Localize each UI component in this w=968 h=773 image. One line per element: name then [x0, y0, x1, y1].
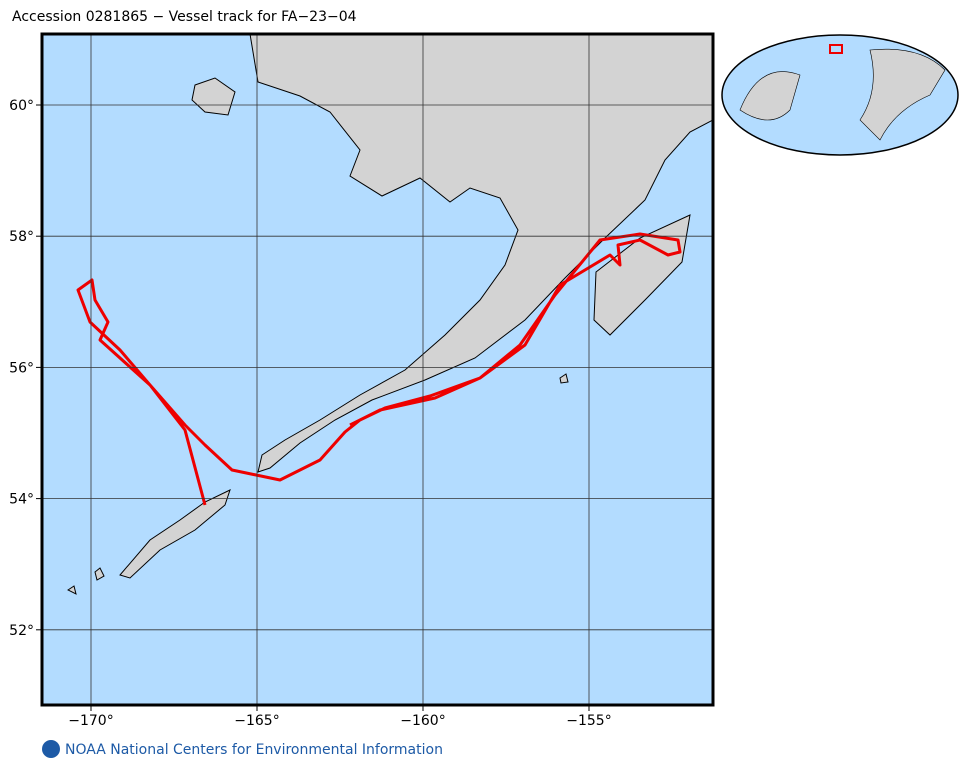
- inset-globe: [721, 34, 959, 156]
- map-frame: [40, 32, 715, 707]
- noaa-logo: [42, 740, 60, 758]
- footer: NOAA National Centers for Environmental …: [65, 742, 443, 758]
- title: Accession 0281865 − Vessel track for FA−…: [12, 9, 357, 25]
- vessel-track: [76, 232, 682, 506]
- x-tick-label: −170°: [68, 713, 113, 729]
- y-tick-label: 58°: [9, 229, 34, 245]
- y-tick-label: 60°: [9, 98, 34, 114]
- y-tick-label: 52°: [9, 623, 34, 639]
- globe-land: [739, 48, 946, 141]
- x-tick-label: −155°: [566, 713, 611, 729]
- globe-region: [829, 44, 843, 54]
- y-tick-label: 54°: [9, 492, 34, 508]
- x-tick-label: −160°: [400, 713, 445, 729]
- land: [67, 33, 714, 595]
- x-tick-label: −165°: [234, 713, 279, 729]
- y-tick-label: 56°: [9, 360, 34, 376]
